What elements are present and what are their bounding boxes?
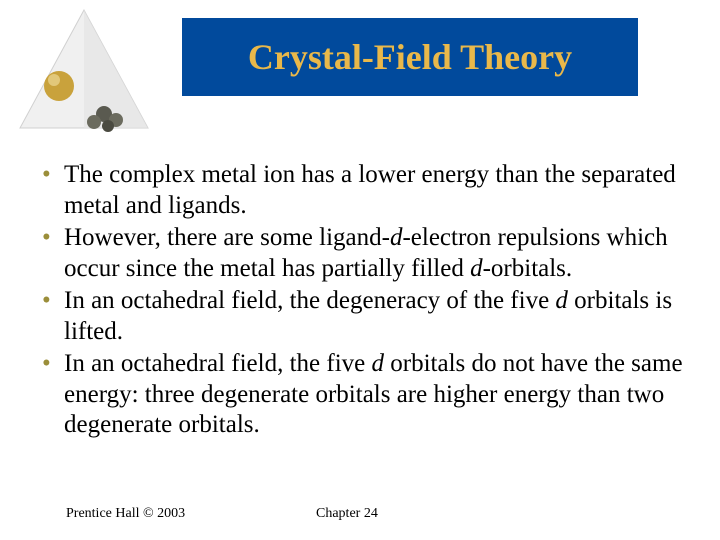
bullet-text-segment: -orbitals. xyxy=(483,255,573,282)
bullet-item: The complex metal ion has a lower energy… xyxy=(40,160,690,221)
bullet-text-segment: In an octahedral field, the five xyxy=(64,350,372,377)
logo-pyramid-icon xyxy=(14,8,154,138)
header-region: Crystal-Field Theory xyxy=(0,0,720,130)
bullet-item: In an octahedral field, the five d orbit… xyxy=(40,349,690,441)
footer-copyright: Prentice Hall © 2003 xyxy=(66,506,316,522)
bullet-text-segment: d xyxy=(470,255,483,282)
title-box: Crystal-Field Theory xyxy=(182,18,638,96)
bullet-text-segment: However, there are some ligand- xyxy=(64,224,390,251)
bullet-item: However, there are some ligand-d-electro… xyxy=(40,223,690,284)
logo-orb-1-hl xyxy=(48,74,60,86)
bullet-item: In an octahedral field, the degeneracy o… xyxy=(40,286,690,347)
logo-triangle-shade xyxy=(84,10,148,128)
footer: Prentice Hall © 2003 Chapter 24 xyxy=(66,506,680,522)
slide-title: Crystal-Field Theory xyxy=(248,36,572,78)
bullet-list: The complex metal ion has a lower energy… xyxy=(40,160,690,443)
logo-orb-1 xyxy=(44,71,74,101)
footer-chapter: Chapter 24 xyxy=(316,506,378,522)
bullet-text-segment: The complex metal ion has a lower energy… xyxy=(64,161,676,219)
bullet-text-segment: d xyxy=(372,350,385,377)
bullet-text-segment: In an octahedral field, the degeneracy o… xyxy=(64,287,555,314)
bullet-text-segment: d xyxy=(390,224,403,251)
bullet-text-segment: d xyxy=(555,287,568,314)
